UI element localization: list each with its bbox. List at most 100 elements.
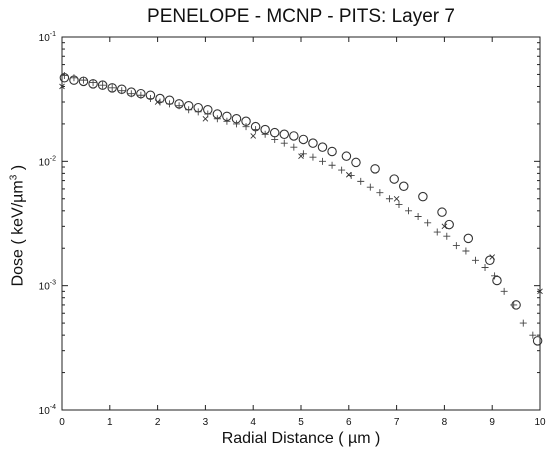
data-point-plus — [471, 256, 479, 264]
data-point-circle — [437, 207, 447, 217]
y-axis-label-exponent: 3 — [8, 174, 20, 181]
data-point-x — [345, 171, 352, 178]
data-point-x — [154, 99, 161, 105]
x-tick-label: 0 — [59, 417, 65, 428]
data-point-plus — [405, 207, 413, 215]
data-point-circle — [317, 142, 328, 152]
data-point-plus — [99, 81, 107, 89]
y-tick-label: 10-3 — [39, 280, 56, 293]
data-point-plus — [328, 161, 336, 169]
data-point-plus — [290, 143, 298, 151]
data-point-x — [59, 83, 65, 90]
data-point-x — [298, 153, 304, 160]
data-point-plus — [309, 153, 317, 161]
data-point-circle — [269, 127, 280, 138]
data-point-plus — [376, 189, 384, 197]
data-point-plus — [213, 115, 221, 123]
data-point-plus — [185, 106, 193, 114]
data-point-plus — [280, 139, 288, 147]
data-point-plus — [80, 76, 88, 84]
data-point-x — [393, 195, 400, 202]
data-point-plus — [175, 102, 183, 110]
data-point-plus — [443, 232, 451, 240]
y-axis-label-end: ) — [9, 164, 27, 175]
data-point-plus — [452, 242, 460, 250]
data-point-plus — [89, 79, 97, 87]
data-point-circle — [370, 164, 380, 174]
y-tick-label: 10-2 — [39, 155, 56, 168]
data-point-plus — [500, 287, 508, 295]
data-point-circle — [389, 174, 399, 184]
y-tick-label: 10-1 — [39, 31, 56, 44]
data-point-plus — [127, 90, 135, 98]
data-point-plus — [366, 183, 374, 191]
data-point-circle — [532, 336, 543, 346]
x-tick-label: 3 — [203, 417, 209, 428]
data-point-plus — [395, 200, 403, 208]
data-point-circle — [97, 80, 108, 90]
data-point-plus — [433, 228, 441, 236]
data-point-plus — [242, 123, 250, 131]
x-tick-label: 1 — [107, 417, 113, 428]
data-point-plus — [261, 130, 269, 138]
x-tick-label: 7 — [394, 417, 400, 428]
data-point-circle — [351, 157, 361, 168]
data-point-x — [250, 133, 257, 139]
data-point-circle — [444, 219, 454, 230]
data-point-circle — [308, 138, 318, 148]
data-point-plus — [118, 87, 126, 95]
data-point-plus — [319, 157, 327, 165]
x-tick-label: 8 — [442, 417, 448, 428]
data-point-plus — [60, 72, 68, 80]
data-point-plus — [424, 219, 432, 227]
data-point-plus — [481, 263, 489, 271]
data-point-circle — [289, 131, 299, 141]
data-point-x — [202, 115, 209, 122]
x-axis-label: Radial Distance ( µm ) — [221, 430, 381, 447]
data-point-circle — [279, 129, 290, 140]
x-tick-label: 2 — [155, 417, 161, 428]
data-point-plus — [166, 100, 174, 108]
x-tick-label: 4 — [250, 417, 256, 428]
data-point-plus — [137, 91, 145, 99]
data-point-plus — [519, 319, 527, 327]
data-point-plus — [510, 301, 518, 309]
data-point-plus — [146, 95, 154, 103]
data-point-circle — [463, 233, 474, 244]
data-point-circle — [399, 181, 409, 192]
y-axis-label-main: Dose ( keV/µm — [9, 180, 27, 287]
data-point-plus — [223, 117, 231, 125]
data-point-circle — [485, 255, 495, 266]
x-tick-label: 9 — [489, 417, 495, 428]
x-tick-label: 10 — [534, 417, 546, 428]
data-point-circle — [107, 83, 117, 93]
data-point-circle — [418, 191, 428, 202]
data-point-circle — [327, 146, 337, 157]
data-point-plus — [271, 135, 279, 143]
x-tick-label: 5 — [298, 417, 304, 428]
axes-frame — [61, 36, 541, 411]
data-point-plus — [252, 126, 260, 134]
data-point-plus — [338, 166, 346, 174]
x-tick-label: 6 — [346, 417, 352, 428]
y-tick-label: 10-4 — [39, 404, 56, 417]
data-point-plus — [357, 177, 365, 185]
chart-title: PENELOPE - MCNP - PITS: Layer 7 — [147, 6, 455, 27]
data-point-circle — [341, 151, 352, 161]
data-point-plus — [462, 247, 470, 255]
data-point-circle — [492, 275, 502, 286]
data-point-plus — [194, 108, 202, 116]
data-point-plus — [385, 195, 393, 203]
data-point-plus — [347, 171, 355, 179]
data-point-plus — [70, 74, 78, 82]
data-point-x — [441, 223, 448, 230]
data-point-plus — [529, 331, 537, 339]
data-point-plus — [491, 272, 499, 280]
data-point-plus — [232, 120, 240, 128]
data-point-x — [537, 288, 543, 295]
data-point-plus — [414, 213, 422, 220]
y-axis-label: Dose ( keV/µm3 ) — [8, 126, 27, 326]
data-point-circle — [298, 134, 309, 145]
